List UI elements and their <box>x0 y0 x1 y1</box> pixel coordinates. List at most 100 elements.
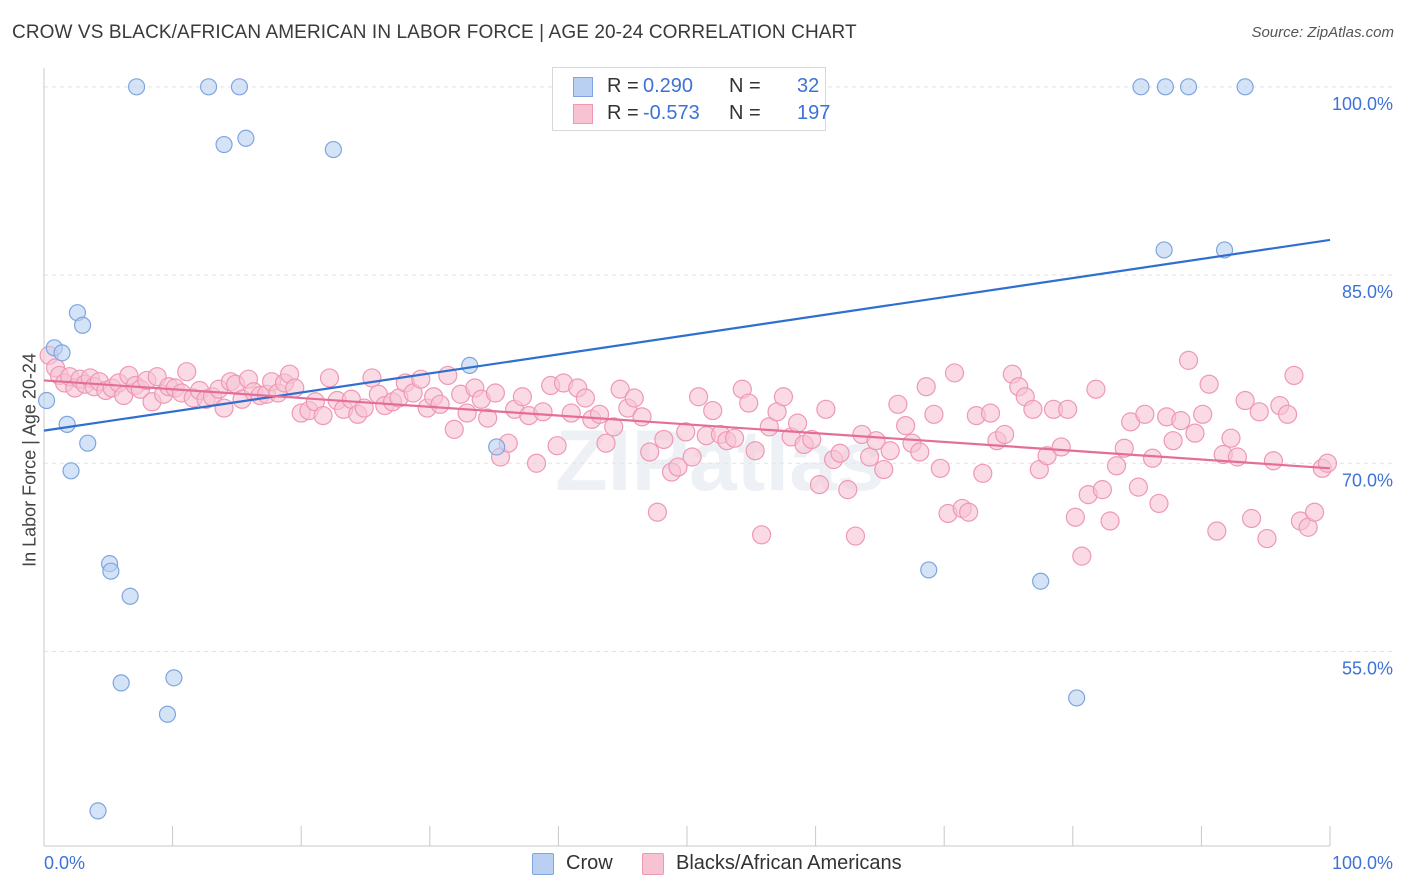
black-point <box>319 368 340 388</box>
crow-point <box>230 78 249 96</box>
y-tick-label: 85.0% <box>1342 282 1393 302</box>
crow-point <box>62 462 80 480</box>
black-point <box>787 413 808 433</box>
black-point <box>916 377 936 397</box>
black-point <box>596 433 616 453</box>
y-tick-label: 55.0% <box>1342 659 1393 679</box>
legend-swatch-crow <box>573 77 593 97</box>
legend-swatch-black <box>573 104 593 124</box>
black-point <box>547 436 567 456</box>
black-point <box>1235 390 1255 411</box>
crow-point <box>1132 78 1150 96</box>
black-point <box>1207 521 1227 541</box>
black-point <box>809 475 830 495</box>
trendlines <box>43 238 1331 470</box>
y-tick-label: 100.0% <box>1332 94 1393 114</box>
black-point <box>1277 404 1298 424</box>
black-point <box>896 416 916 436</box>
black-point <box>959 502 979 522</box>
black-point <box>512 387 532 407</box>
black-point <box>561 403 581 423</box>
legend-n-value: 32 <box>797 75 820 97</box>
black-point <box>944 363 965 383</box>
black-point <box>668 457 688 477</box>
black-point <box>973 463 993 483</box>
black-point <box>910 442 930 462</box>
swatch-crow <box>532 853 554 875</box>
black-point <box>624 388 644 408</box>
crow-point <box>215 135 233 154</box>
axes <box>43 68 1331 847</box>
swatch-black <box>642 853 664 875</box>
black-point <box>703 400 723 421</box>
black-point <box>924 404 944 424</box>
crow-point <box>237 129 255 147</box>
black-point <box>1142 448 1163 468</box>
black-point <box>688 387 709 407</box>
black-point <box>888 394 908 414</box>
legend-r-value: -0.573 <box>643 102 700 124</box>
black-point <box>533 402 553 422</box>
black-point <box>589 404 610 424</box>
black-point <box>830 443 850 463</box>
chart-title: CROW VS BLACK/AFRICAN AMERICAN IN LABOR … <box>12 22 857 43</box>
black-point <box>604 417 624 437</box>
legend-n-label: N = <box>729 75 761 97</box>
correlation-legend: R = 0.290 N = 32 R = -0.573 N = 197 <box>552 67 830 131</box>
black-point <box>860 447 880 467</box>
crow-point <box>1236 78 1254 96</box>
black-point <box>1058 399 1078 419</box>
tick-labels: 55.0% 70.0% 85.0% 100.0% 0.0% 100.0% <box>44 94 1393 873</box>
black-point <box>874 459 894 480</box>
black-point <box>640 442 660 462</box>
points <box>37 78 1338 820</box>
black-point <box>214 398 234 418</box>
black-point <box>313 405 333 426</box>
black-point <box>1199 374 1219 394</box>
crow-point <box>121 587 139 605</box>
legend-n-label: N = <box>729 102 761 124</box>
black-point <box>1106 456 1127 476</box>
crow-point <box>324 140 342 159</box>
source-label: Source: ZipAtlas.com <box>1251 24 1394 41</box>
crow-point <box>73 316 92 334</box>
black-point <box>177 362 197 382</box>
crow-point <box>1068 689 1086 707</box>
black-point <box>1163 431 1183 451</box>
legend-r-value: 0.290 <box>643 75 694 97</box>
black-point <box>1149 493 1169 514</box>
crow-point <box>37 391 56 410</box>
crow-point <box>158 705 177 723</box>
black-point <box>1086 379 1106 399</box>
black-point <box>845 526 866 546</box>
black-point <box>1171 411 1191 431</box>
black-point <box>1317 453 1338 473</box>
black-point <box>478 408 498 428</box>
black-point <box>773 387 794 407</box>
crow-point <box>89 802 107 820</box>
crow-point <box>1155 241 1173 259</box>
black-point <box>930 458 950 478</box>
black-point <box>444 419 464 439</box>
black-point <box>880 441 900 461</box>
black-trendline <box>43 379 1331 470</box>
crow-point <box>488 438 506 456</box>
black-point <box>1263 451 1284 471</box>
black-point <box>1241 508 1262 529</box>
black-point <box>1178 350 1199 370</box>
black-point <box>1072 546 1092 566</box>
legend-r-label: R = <box>607 102 639 124</box>
crow-point <box>920 561 938 579</box>
black-point <box>816 399 836 419</box>
crow-point <box>112 674 130 692</box>
crow-point <box>102 562 120 580</box>
legend-n-value: 197 <box>797 102 831 124</box>
black-point <box>654 429 674 450</box>
black-point <box>682 447 702 467</box>
black-point <box>610 379 630 399</box>
black-point <box>1193 404 1213 424</box>
x-tick-label: 0.0% <box>44 853 85 873</box>
crow-trendline <box>43 238 1331 432</box>
black-point <box>676 422 696 442</box>
black-point <box>430 394 450 414</box>
